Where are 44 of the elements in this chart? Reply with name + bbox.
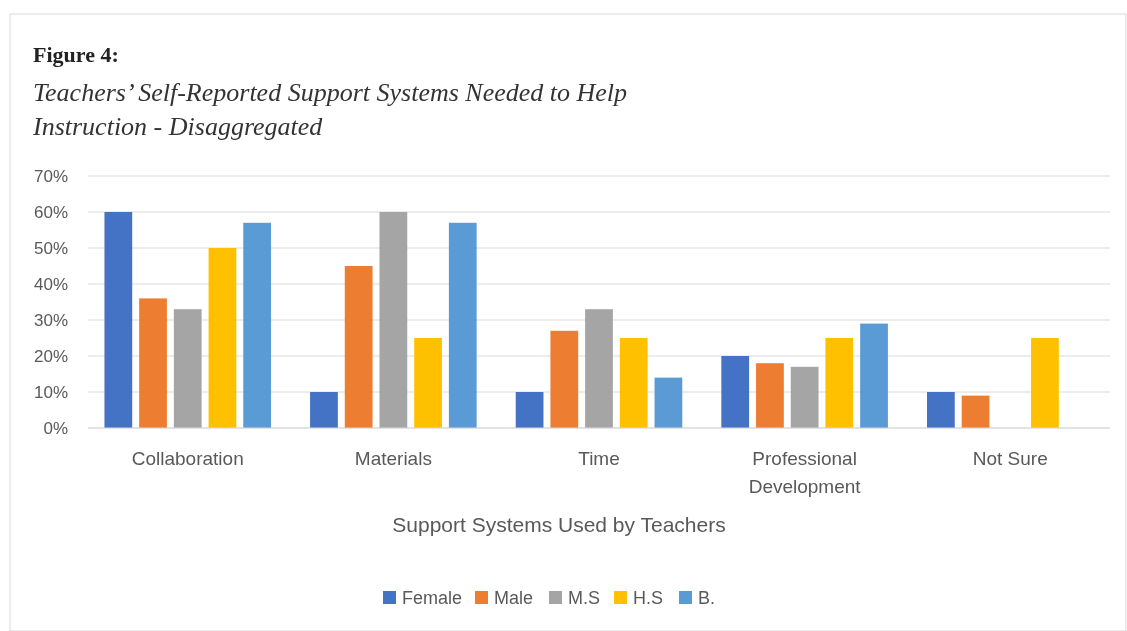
bar	[721, 356, 750, 428]
y-tick-label: 20%	[33, 346, 68, 366]
bar	[104, 212, 133, 428]
bar	[550, 330, 579, 428]
x-axis-title: Support Systems Used by Teachers	[392, 513, 726, 536]
bar	[379, 212, 408, 428]
bar	[961, 395, 990, 428]
legend-label: H.S	[633, 588, 664, 609]
legend-label: Female	[402, 588, 463, 609]
chart-subtitle: Teachers’ Self-Reported Support Systems Needed to Help Instruction - Disaggregated	[32, 78, 628, 141]
bar	[585, 309, 613, 428]
x-tick-label: Time	[578, 448, 620, 469]
y-tick-label: 40%	[33, 274, 68, 294]
bar	[344, 266, 373, 428]
legend-label: M.S	[568, 588, 601, 609]
bar	[619, 338, 648, 428]
bar	[414, 338, 442, 428]
chart-title: Figure 4:	[33, 42, 119, 67]
y-tick-label: 30%	[33, 310, 68, 330]
bar	[654, 377, 683, 428]
y-tick-label: 70%	[33, 166, 68, 186]
bar	[448, 222, 477, 428]
bar	[173, 309, 202, 428]
bar	[139, 298, 167, 428]
bar	[515, 392, 544, 428]
bar	[243, 222, 272, 428]
bar	[926, 392, 955, 428]
bar	[1031, 338, 1059, 428]
bar	[790, 366, 819, 428]
x-tick-label: Materials	[354, 448, 432, 469]
y-tick-label: 60%	[33, 202, 68, 222]
x-tick-label: Not Sure	[972, 448, 1048, 469]
legend-label: Male	[494, 588, 534, 609]
y-tick-label: 0%	[43, 418, 68, 438]
bar	[756, 363, 784, 428]
bar	[310, 392, 338, 428]
bar	[825, 338, 854, 428]
y-tick-label: 10%	[33, 382, 68, 402]
x-tick-label: Collaboration	[131, 448, 244, 469]
legend-label: B.	[698, 588, 716, 609]
y-tick-label: 50%	[33, 238, 68, 258]
bar	[208, 248, 237, 428]
x-tick-label: Professional Development	[748, 448, 862, 497]
bar	[860, 323, 888, 428]
